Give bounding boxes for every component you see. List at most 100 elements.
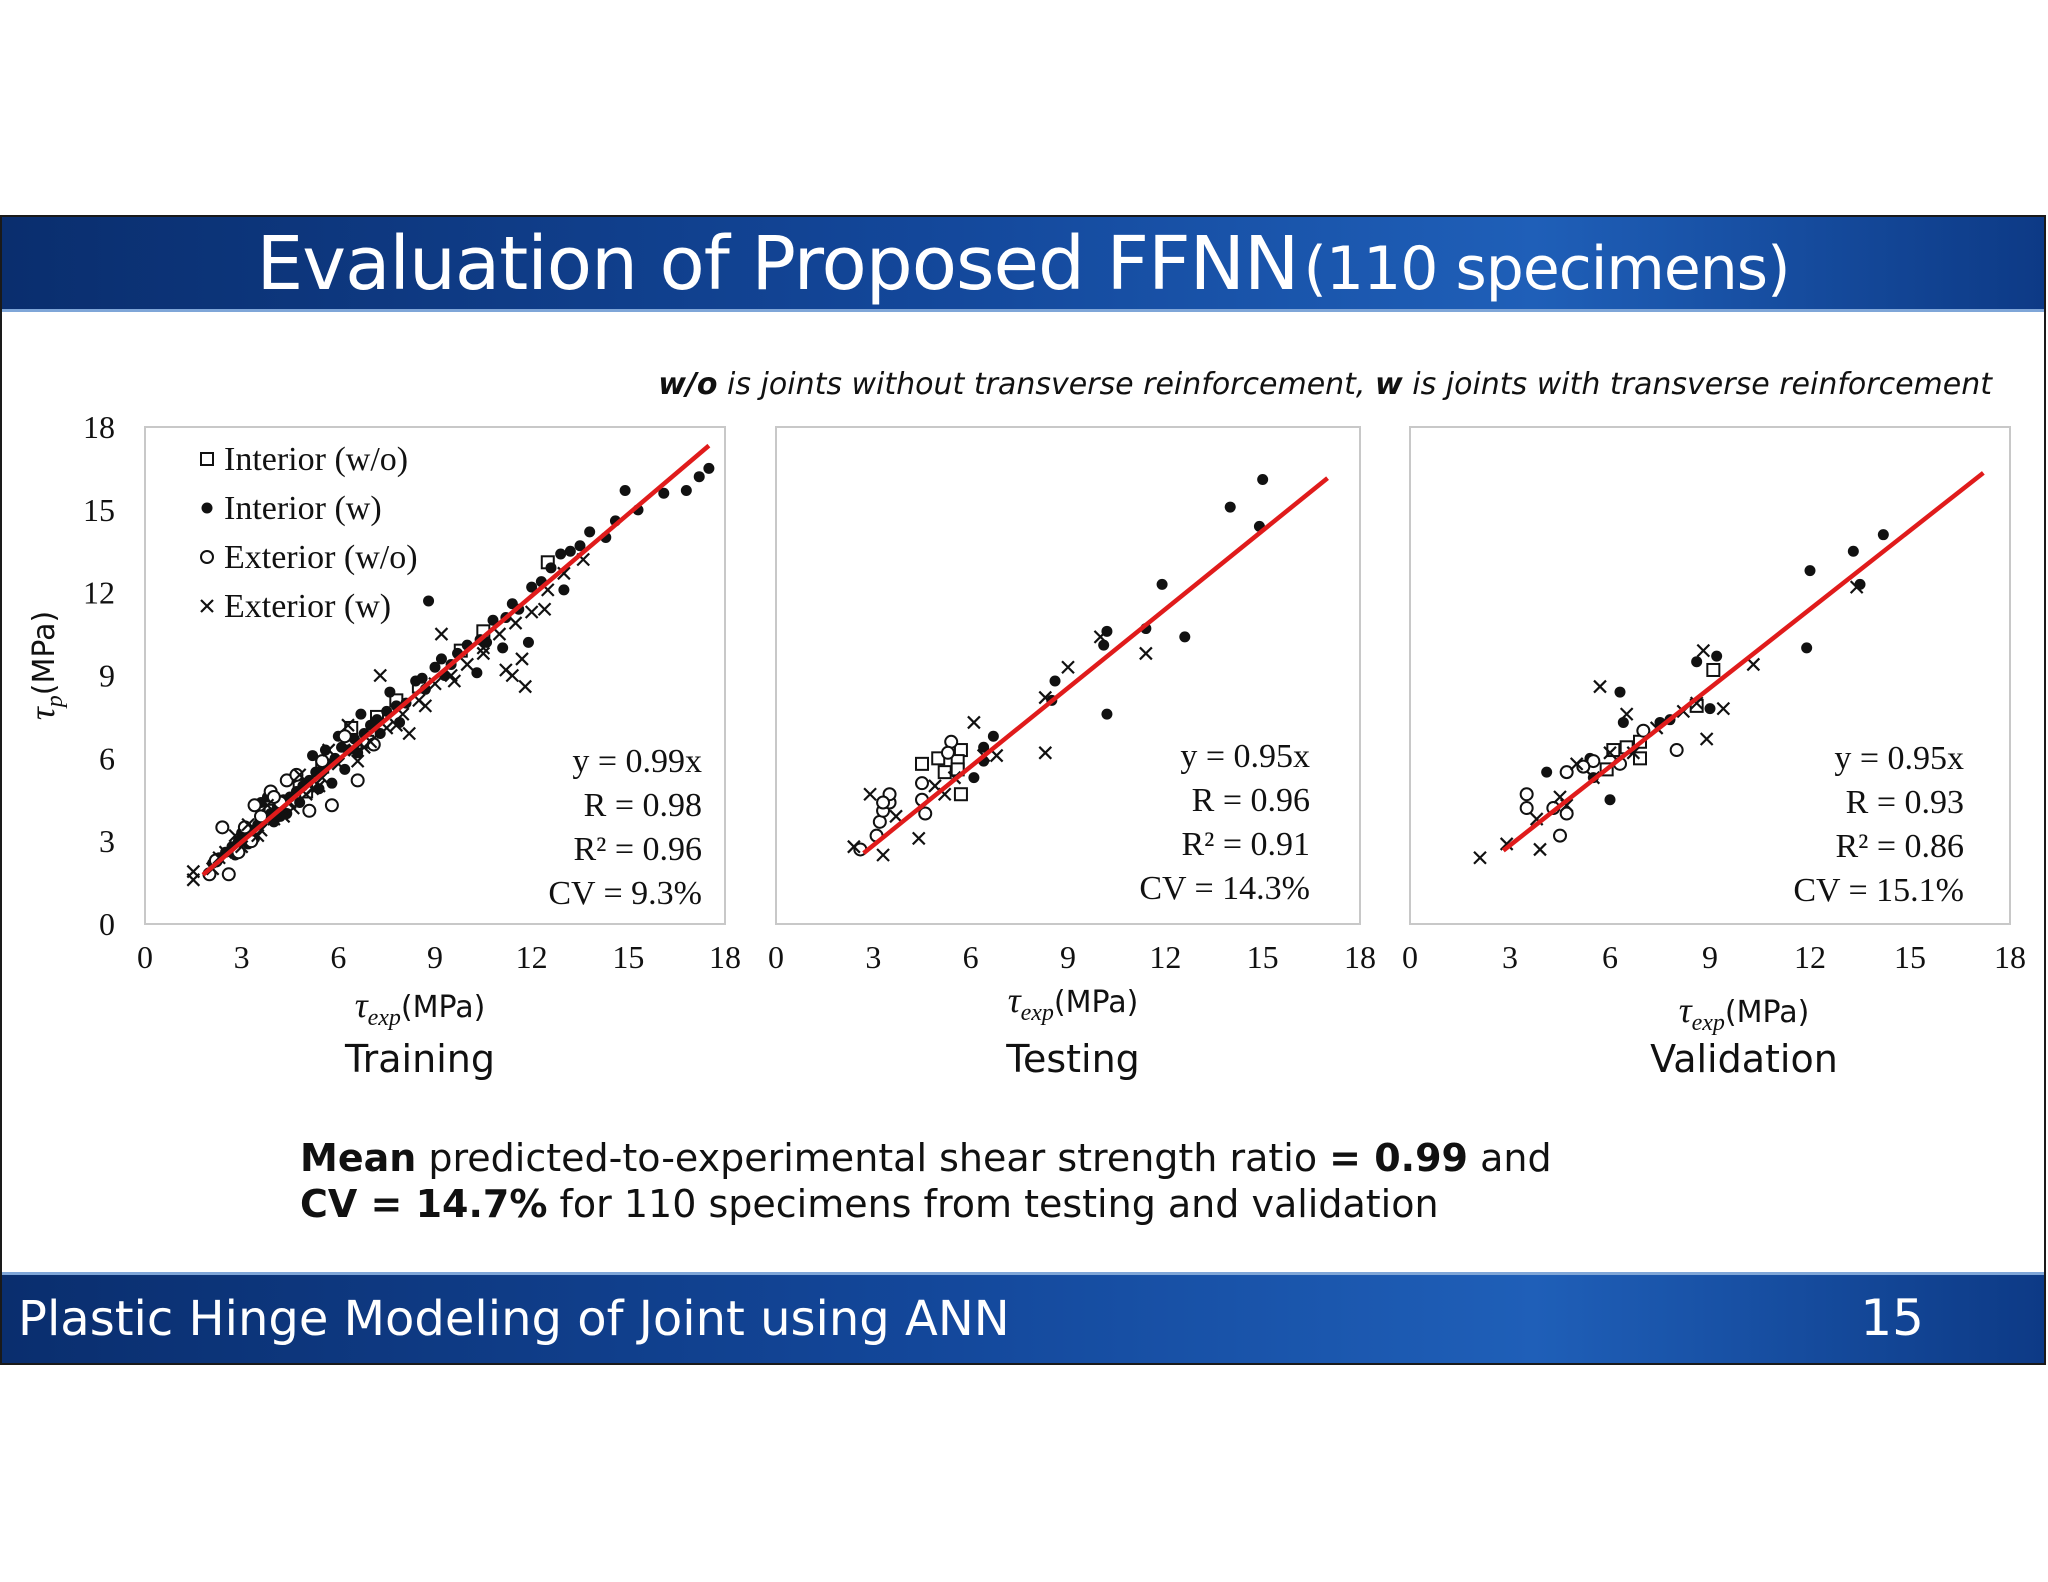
series-interior-w- (968, 473, 1269, 784)
data-point (266, 789, 281, 804)
chart-panel-training: 0 3 6 9 12 15 18 0 3 6 9 12 15 18 y = 0.99x R = 0.98 R² … (22, 409, 741, 1081)
panel-label: Testing (1005, 1037, 1140, 1081)
data-point (876, 795, 891, 810)
footer-bar: Plastic Hinge Modeling of Joint using AN… (2, 1272, 2044, 1363)
y-tick-label: 3 (99, 823, 115, 859)
title-bar: Evaluation of Proposed FFNN (110 specime… (2, 217, 2044, 312)
stat-label: CV = 14.3% (1139, 870, 1310, 907)
summary-text-1: predicted-to-experimental shear strength… (416, 1136, 1330, 1180)
legend-marker (200, 452, 214, 466)
data-point (389, 718, 404, 732)
data-point (1691, 656, 1703, 668)
data-point (1847, 545, 1859, 557)
x-tick-label: 6 (330, 939, 346, 975)
data-point (847, 839, 861, 854)
data-point (350, 773, 365, 788)
legend-label: Interior (w) (224, 490, 382, 527)
x-tick-label: 3 (1502, 939, 1518, 975)
x-tick-label: 3 (234, 939, 250, 975)
stat-label: R² = 0.86 (1835, 828, 1964, 865)
fit-line (862, 476, 1329, 855)
data-point (1519, 801, 1534, 816)
x-tick-label: 9 (1702, 939, 1718, 975)
data-point (1224, 501, 1236, 513)
data-point (953, 787, 968, 802)
note-wo: w/o (658, 367, 718, 402)
y-tick-label: 6 (99, 740, 115, 776)
panel-label: Training (344, 1037, 495, 1081)
data-point (940, 745, 955, 760)
data-point (315, 754, 330, 769)
chart-panel-validation: 0 3 6 9 12 15 18 y = 0.95x R = 0.93 R² = 0.86 CV =… (1402, 426, 2026, 1081)
x-tick-label: 15 (1247, 939, 1279, 975)
panel-label: Validation (1650, 1037, 1838, 1081)
plot-frame (775, 426, 1361, 925)
legend: Interior (w/o) Interior (w) Exterior (w/o)… (200, 441, 418, 625)
data-point (1519, 787, 1534, 802)
note-text-2: is joints with transverse reinforcement (1402, 367, 1992, 402)
data-point (915, 756, 929, 771)
data-point (1746, 657, 1761, 672)
summary-line-2: CV = 14.7% for 110 specimens from testin… (300, 1181, 1552, 1227)
fit-line (1501, 471, 1985, 853)
data-point (1553, 828, 1567, 843)
legend-label: Exterior (w) (224, 588, 391, 625)
data-point (292, 768, 307, 782)
data-point (447, 674, 462, 688)
summary-line-1: Mean predicted-to-experimental shear str… (300, 1135, 1552, 1181)
data-point (324, 798, 339, 813)
data-point (215, 820, 230, 835)
stat-label: R = 0.96 (1192, 782, 1310, 819)
data-point (1801, 642, 1813, 654)
series-exterior-w- (186, 552, 590, 887)
legend-marker (200, 550, 214, 564)
data-point (1559, 765, 1574, 780)
data-point (526, 581, 538, 593)
data-point (680, 485, 692, 497)
footer-title: Plastic Hinge Modeling of Joint using AN… (18, 1291, 1010, 1347)
data-point (1716, 701, 1731, 716)
data-point (1636, 723, 1651, 738)
data-point (558, 584, 570, 596)
plot-frame (144, 426, 726, 925)
data-point (564, 545, 576, 557)
data-point (487, 614, 499, 626)
data-point (336, 741, 348, 753)
data-point (987, 730, 999, 742)
data-point (1604, 794, 1616, 806)
data-point (1576, 759, 1591, 774)
x-tick-label: 12 (1149, 939, 1181, 975)
x-tick-label: 18 (709, 939, 741, 975)
data-point (918, 806, 933, 821)
data-point (967, 715, 981, 730)
stat-label: R = 0.93 (1846, 784, 1964, 821)
data-point (321, 743, 336, 757)
x-tick-label: 0 (137, 939, 153, 975)
x-tick-label: 3 (865, 939, 881, 975)
data-point (326, 777, 338, 789)
data-point (341, 718, 355, 732)
data-point (471, 667, 483, 679)
data-point (460, 657, 474, 672)
data-point (307, 750, 319, 762)
note-text-1: is joints without transverse reinforceme… (717, 367, 1375, 402)
data-point (476, 641, 491, 655)
legend-label: Interior (w/o) (224, 441, 408, 478)
summary-text-2: and (1468, 1136, 1552, 1180)
x-tick-label: 18 (1344, 939, 1376, 975)
data-point (497, 642, 509, 654)
y-tick-label: 15 (83, 492, 115, 528)
data-point (555, 548, 567, 560)
data-point (1139, 646, 1153, 661)
data-point (302, 803, 317, 818)
data-point (373, 668, 387, 683)
data-point (522, 636, 534, 648)
stat-label: y = 0.95x (1180, 738, 1310, 775)
data-point (267, 812, 281, 826)
x-tick-label: 15 (612, 939, 644, 975)
data-point (418, 699, 433, 713)
data-point (337, 729, 352, 744)
x-tick-label: 0 (1402, 939, 1418, 975)
data-point (1473, 850, 1487, 865)
data-point (1257, 473, 1269, 485)
